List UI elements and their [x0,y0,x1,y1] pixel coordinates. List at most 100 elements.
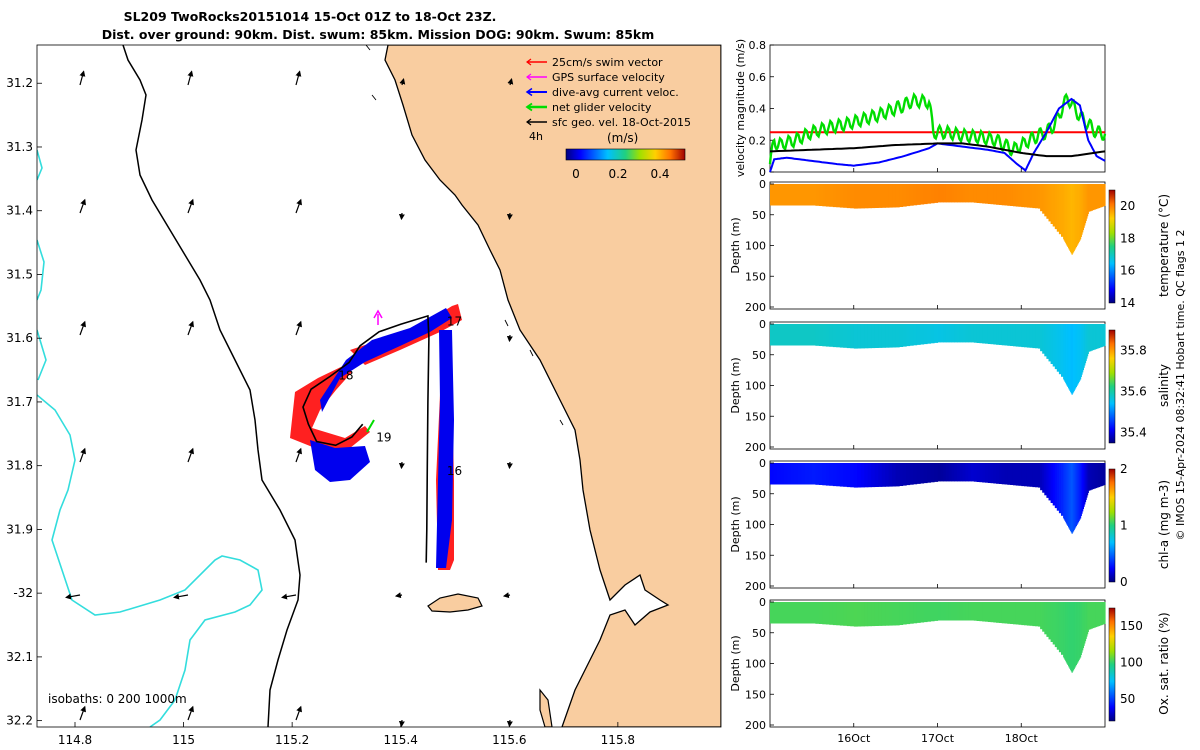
section-cell [1095,184,1098,210]
section-cell [1067,184,1069,247]
section-cell [1091,184,1093,211]
section-cell [1029,602,1033,626]
section-cell [899,184,904,207]
legend-entry-geo: sfc geo. vel. 18-Oct-2015 [526,116,691,129]
section-cell [1069,324,1071,391]
section-cell [998,463,1003,484]
map-frame [36,44,722,728]
section-colorbar [1108,189,1116,304]
section-cell [1046,324,1050,359]
colorbar-tick-label: 2 [1120,462,1128,476]
section-cell [906,324,911,347]
section-cell [987,184,992,204]
depth-axis-label: Depth (m) [729,357,742,413]
section-cell [1070,463,1072,532]
section-cell [1042,463,1045,493]
section-cell [1050,602,1054,642]
section-cell [1092,602,1095,629]
section-cell [1083,324,1085,368]
section-cell [1050,324,1054,364]
time-tick-label: 18Oct [1005,732,1039,745]
section-cell [1084,184,1087,224]
colorbar-label: Ox. sat. ratio (%) [1157,612,1171,714]
section-cell [1079,602,1081,659]
section-cell [1038,602,1041,627]
geo-velocity-arrow [187,320,194,336]
section-cell [902,184,907,207]
section-cell [825,324,830,347]
section-cell [940,324,944,343]
section-cell [850,463,855,488]
section-cell [888,184,893,208]
section-cell [916,324,921,345]
section-cell [913,184,918,206]
vel-y-tick-label: 0.4 [749,103,767,116]
section-cell [1004,463,1008,485]
section-cell [930,602,935,622]
section-cell [808,184,813,206]
section-cell [797,184,802,206]
section-cell [1079,463,1081,520]
colorbar-tick-1: 0.2 [608,167,627,181]
geo-velocity-arrow [295,320,302,336]
section-cell [881,463,886,487]
section-cell [934,463,939,482]
section-cell [832,184,837,208]
geo-velocity-arrow [173,593,189,600]
section-cell [957,463,961,482]
geo-velocity-arrow [281,593,297,600]
section-cell [1052,463,1056,506]
section-cell [1092,463,1095,490]
section-cell [1015,463,1020,486]
velocity-ylabel: velocity magnitude (m/s) [734,39,747,177]
section-cell [1093,602,1096,628]
geo-velocity-arrow [65,593,81,600]
depth-tick-label: 150 [745,549,766,562]
colorbar-tick-label: 1 [1120,519,1128,533]
section-cell [1102,184,1105,207]
section-cell [979,463,983,483]
depth-tick-label: 200 [745,580,766,593]
section-cell [1103,184,1106,206]
section-cell [1078,463,1080,521]
section-cell [1061,602,1064,655]
section-cell [1040,184,1043,212]
section-cell [1015,324,1020,347]
section-cell [770,602,775,624]
section-cell [996,602,1000,623]
section-cell [937,463,941,482]
section-cell [839,184,844,208]
section-cell [1071,602,1073,673]
section-cell [998,324,1003,345]
depth-tick-label: 150 [745,410,766,423]
section-cell [892,463,897,487]
section-cell [850,602,855,627]
section-cell [1082,184,1084,231]
section-cell [811,463,816,485]
section-cell [1088,184,1091,212]
legend-label-geo: sfc geo. vel. 18-Oct-2015 [552,116,691,129]
section-cell [1082,324,1084,373]
section-cell [888,463,893,487]
day-label: 19 [376,430,391,444]
geostrophic-velocity-arrows [65,70,514,727]
legend-entry-swim: 25cm/s swim vector [526,56,663,69]
geo-velocity-arrow [502,592,511,599]
section-cell [1082,463,1084,510]
legend-label-net: net glider velocity [552,101,652,114]
section-cell [1048,324,1052,362]
section-cell [867,463,872,488]
section-cell [1079,184,1081,241]
section-cell [1099,463,1102,487]
section-cell [1103,463,1106,485]
section-cell [1012,463,1017,486]
section-cell [1012,602,1017,625]
section-cell [1021,324,1025,348]
section-cell [1078,324,1080,382]
day-label: 17 [447,314,462,328]
isobath-200m [122,45,301,727]
section-cell [846,463,851,488]
section-cell [874,324,879,348]
section-cell [1024,602,1028,626]
section-cell [1077,463,1079,524]
